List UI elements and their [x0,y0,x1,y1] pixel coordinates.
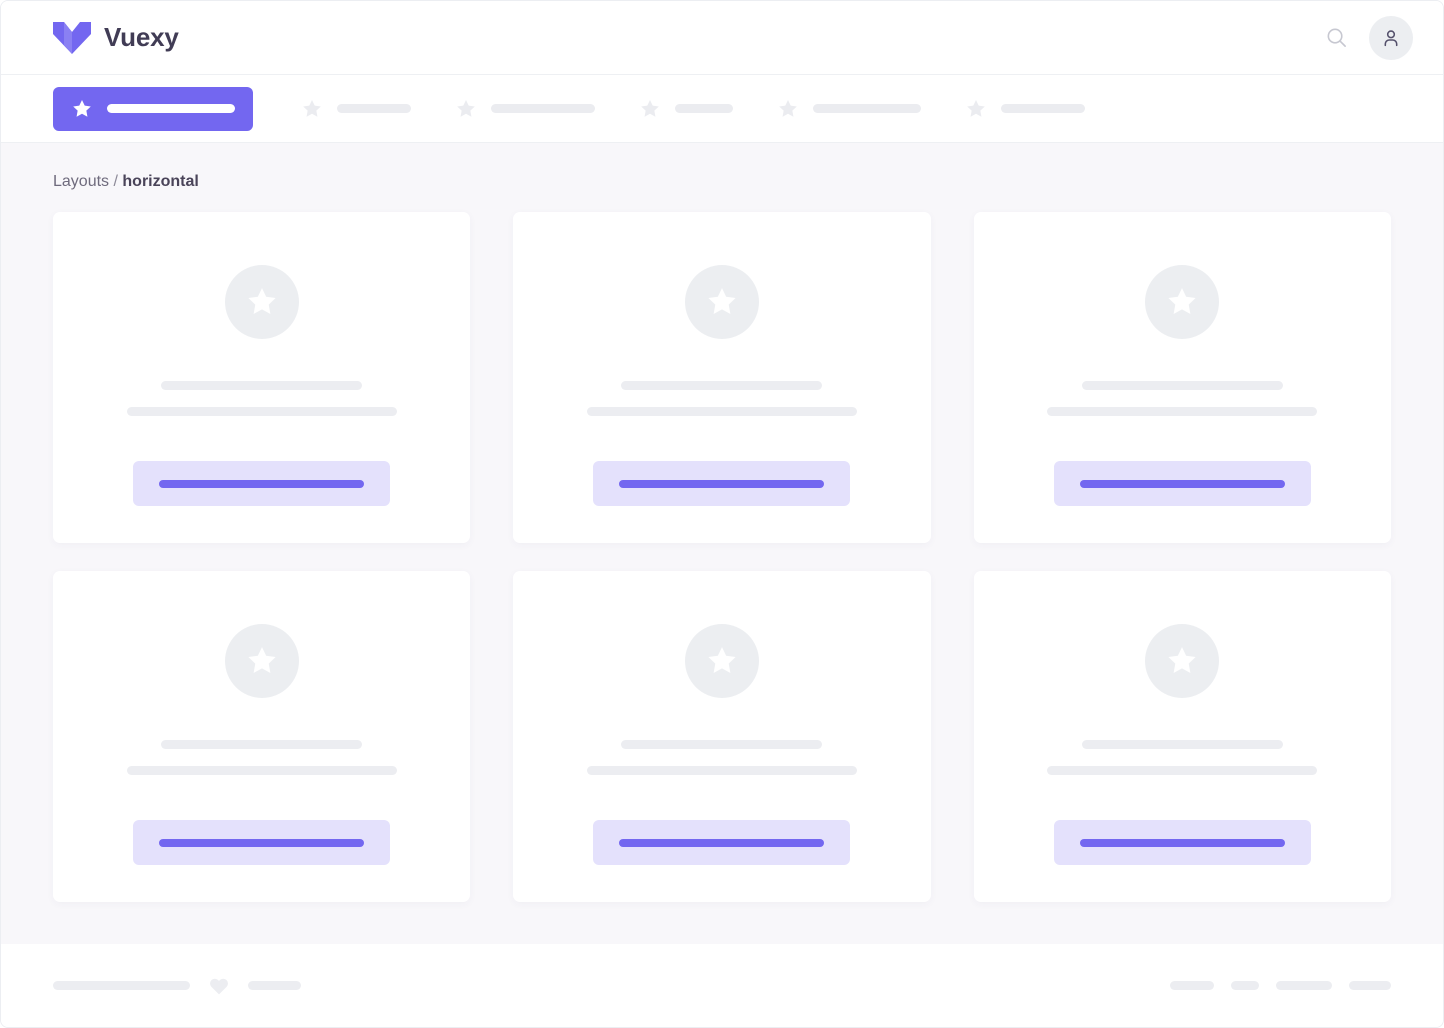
star-icon [457,99,475,117]
card-avatar [224,265,299,339]
footer-link-placeholder-3[interactable] [1349,981,1391,990]
nav-item-label-placeholder [813,104,921,113]
card-avatar [1145,624,1220,698]
card-subtitle-placeholder [586,766,857,775]
card-avatar [684,265,759,339]
card-title-placeholder [1081,740,1283,749]
nav-item-1[interactable] [279,87,433,131]
card-button-label-placeholder [619,479,825,488]
nav-item-label-placeholder [1001,104,1085,113]
footer-text-placeholder-2 [248,981,301,990]
star-icon [967,99,985,117]
nav-item-label-placeholder [675,104,733,113]
user-avatar-icon [1384,29,1398,46]
footer-text-placeholder-1 [53,981,190,990]
card-avatar [1145,265,1220,339]
nav-item-2[interactable] [433,87,617,131]
card-grid [53,212,1391,902]
card-title-placeholder [1081,381,1283,390]
breadcrumb-separator: / [113,173,118,190]
card-action-button[interactable] [1053,461,1311,506]
vuexy-heart-logo-icon [53,21,91,54]
nav-item-label-placeholder [337,104,411,113]
horizontal-navbar [1,75,1443,143]
avatar[interactable] [1369,15,1413,60]
search-icon[interactable] [1323,25,1349,51]
breadcrumb-current: horizontal [122,173,199,190]
star-icon [1168,647,1196,673]
card-button-label-placeholder [1079,838,1285,847]
card-subtitle-placeholder [1047,766,1318,775]
footer-left [53,975,301,997]
content-card[interactable] [513,571,931,902]
star-icon [708,647,736,673]
nav-item-5[interactable] [943,87,1107,131]
content-card[interactable] [973,571,1391,902]
card-action-button[interactable] [593,461,851,506]
nav-item-0-active[interactable] [53,86,253,131]
card-button-label-placeholder [159,479,365,488]
card-title-placeholder [621,740,823,749]
card-action-button[interactable] [133,820,391,865]
nav-item-3[interactable] [617,87,755,131]
star-icon [303,99,321,117]
card-action-button[interactable] [593,820,851,865]
star-icon [73,99,91,117]
header-actions [1323,15,1413,60]
card-button-label-placeholder [159,838,365,847]
app-footer [1,944,1443,1027]
app-header: Vuexy [1,1,1443,75]
footer-link-placeholder-2[interactable] [1276,981,1332,990]
page-content: Layouts / horizontal [1,143,1443,944]
nav-item-4[interactable] [755,87,943,131]
content-card[interactable] [53,212,471,543]
content-card[interactable] [973,212,1391,543]
card-title-placeholder [161,381,363,390]
star-icon [1168,288,1196,314]
card-action-button[interactable] [133,461,391,506]
brand[interactable]: Vuexy [53,21,179,54]
nav-item-label-placeholder [107,104,235,113]
card-action-button[interactable] [1053,820,1311,865]
card-subtitle-placeholder [586,407,857,416]
footer-link-placeholder-0[interactable] [1170,981,1214,990]
star-icon [779,99,797,117]
card-subtitle-placeholder [126,407,397,416]
nav-item-label-placeholder [491,104,595,113]
card-title-placeholder [161,740,363,749]
brand-name: Vuexy [104,22,179,52]
card-title-placeholder [621,381,823,390]
card-avatar [684,624,759,698]
card-subtitle-placeholder [1047,407,1318,416]
content-card[interactable] [513,212,931,543]
star-icon [708,288,736,314]
breadcrumb: Layouts / horizontal [53,173,1391,191]
breadcrumb-parent[interactable]: Layouts [53,173,110,190]
card-avatar [224,624,299,698]
footer-link-placeholder-1[interactable] [1231,981,1259,990]
star-icon [248,647,276,673]
content-card[interactable] [53,571,471,902]
star-icon [248,288,276,314]
card-subtitle-placeholder [126,766,397,775]
heart-icon [210,978,228,994]
star-icon [641,99,659,117]
card-button-label-placeholder [1079,479,1285,488]
footer-right [1170,981,1391,990]
card-button-label-placeholder [619,838,825,847]
